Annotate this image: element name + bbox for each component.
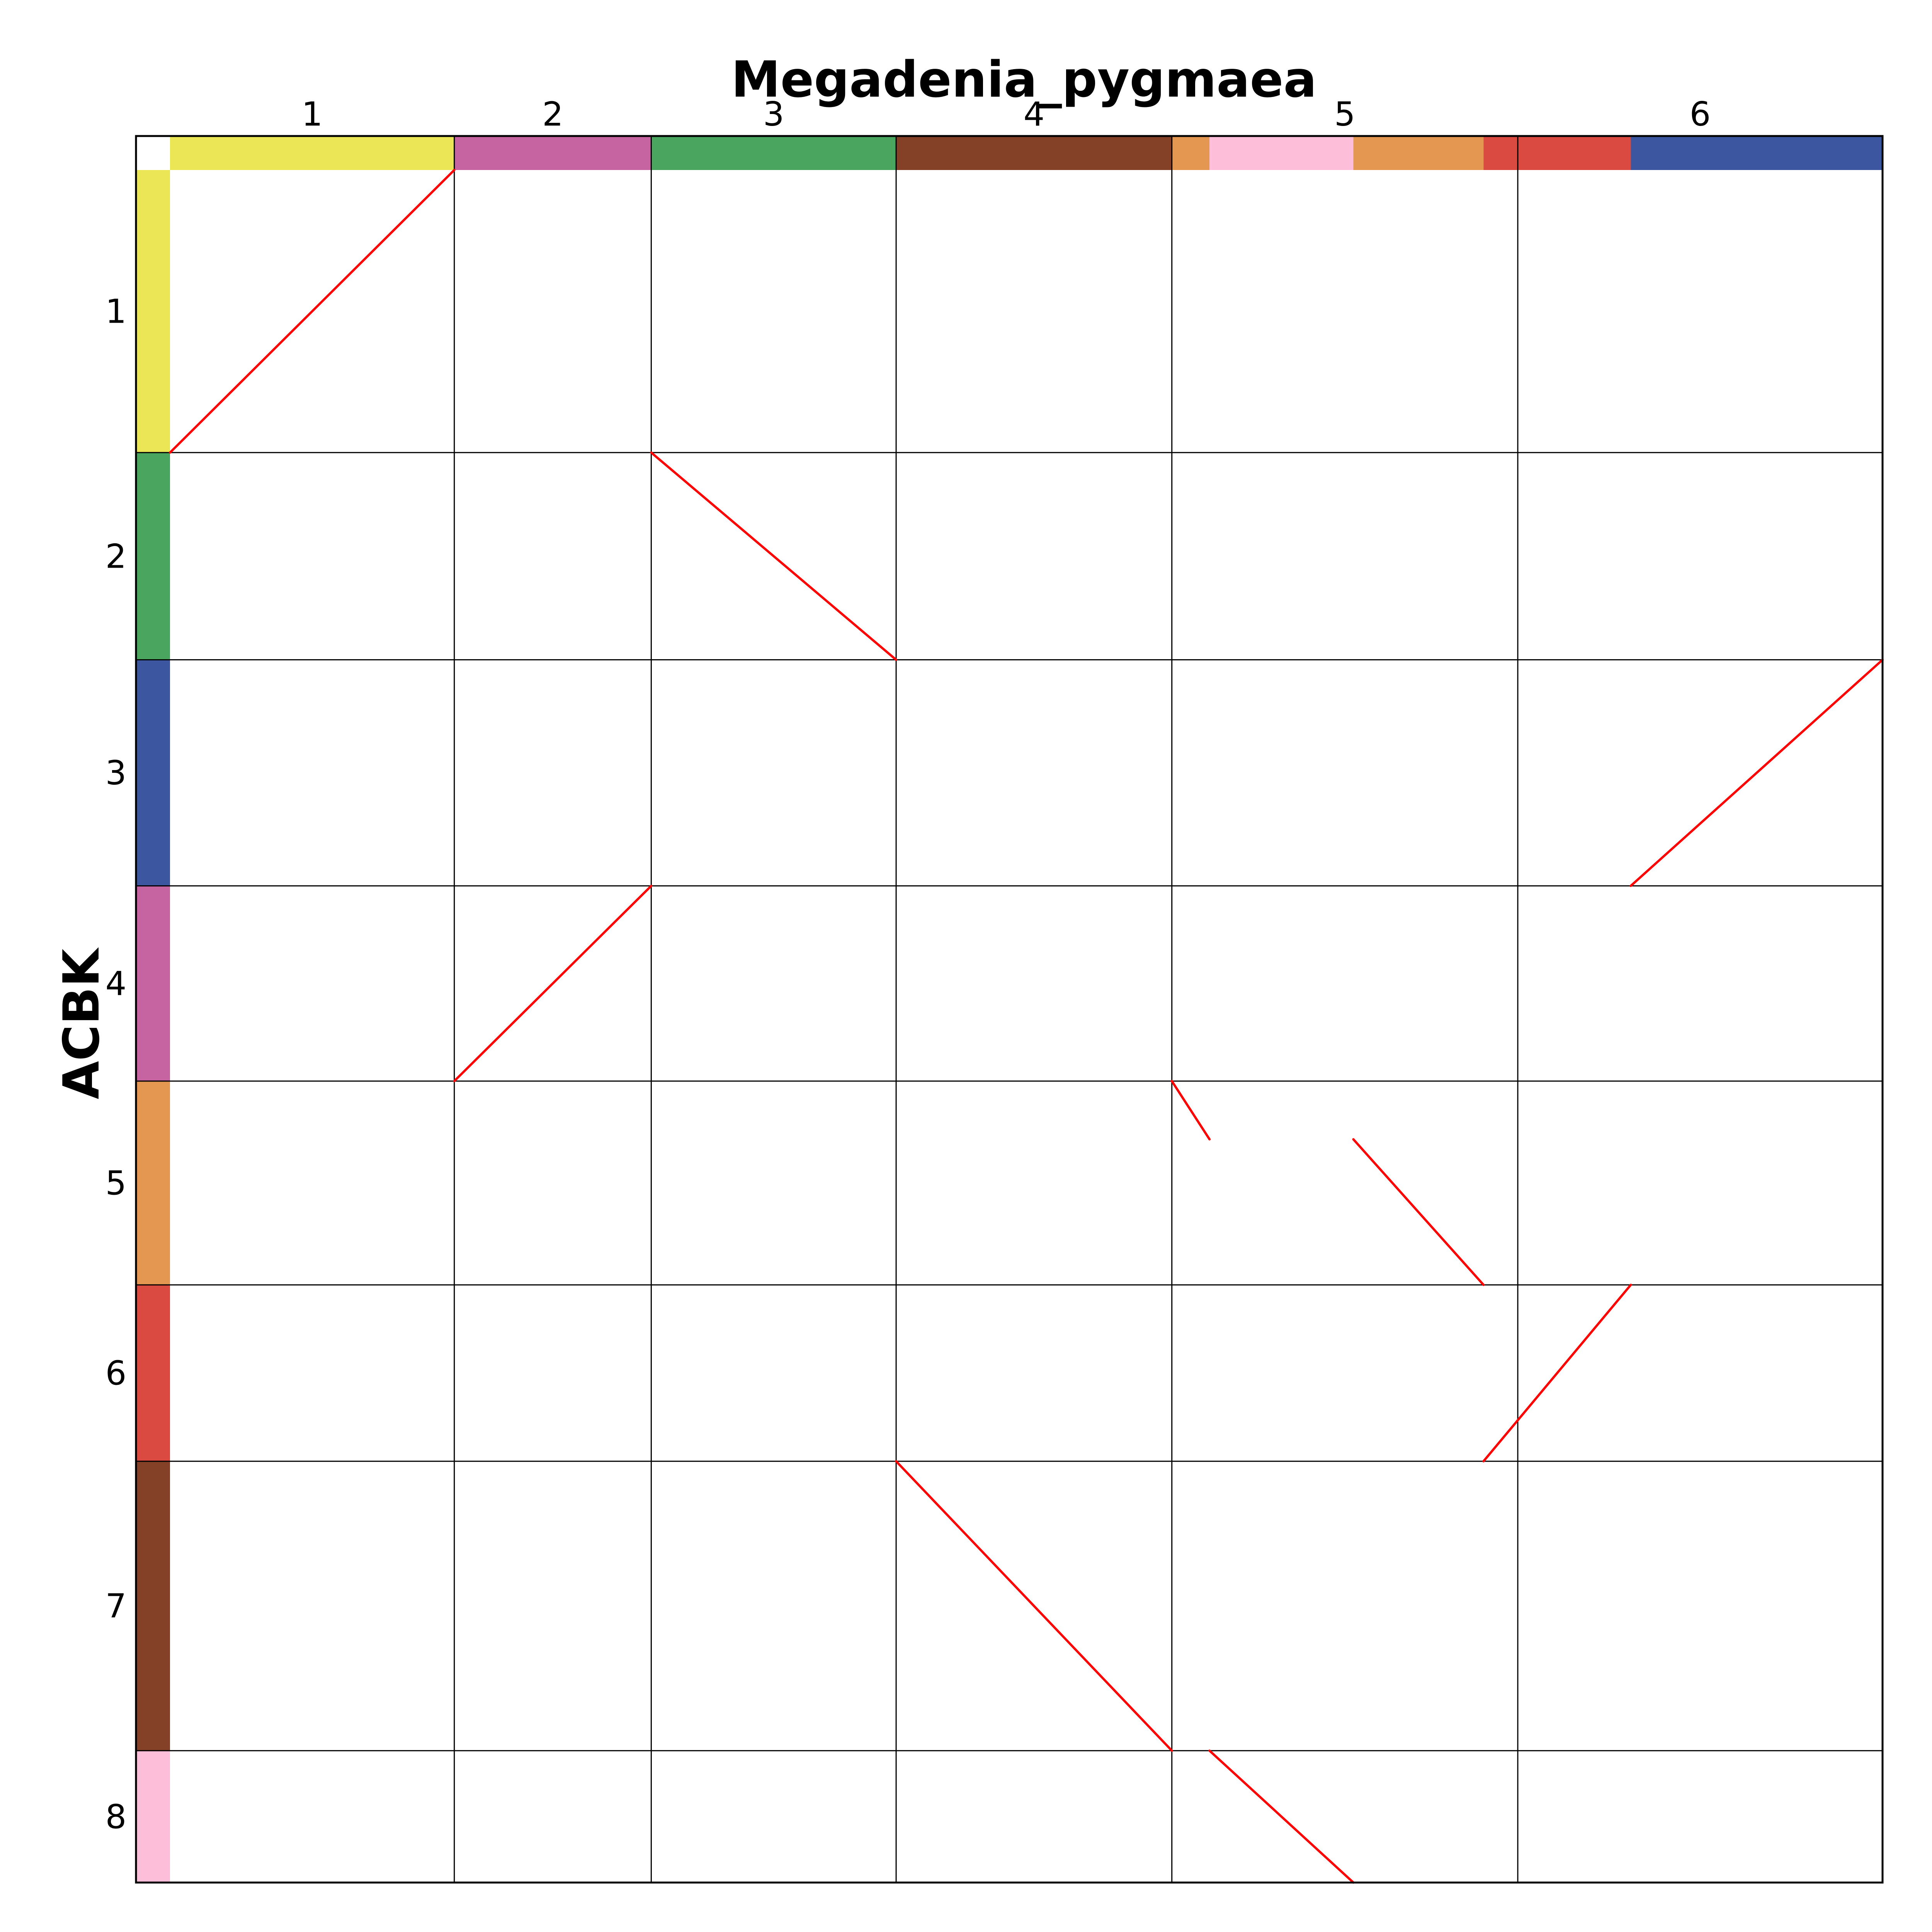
y-tick-label-8: 8 [105,1798,127,1836]
synteny-segment-8 [895,1460,1173,1752]
plot-frame [135,135,1884,1884]
y-tick-label-7: 7 [105,1587,127,1626]
x-tick-label-6: 6 [1690,95,1711,134]
x-tick-label-5: 5 [1334,95,1355,134]
chart-title: Megadenia_pygmaea [731,51,1317,109]
chart-marks: 1 2 3 4 5 6 1 2 3 4 5 6 7 8 [105,95,1884,1884]
x-color-block-2 [454,136,651,170]
y-color-block-6 [136,1285,170,1461]
synteny-segment-4 [453,884,653,1082]
y-color-block-8 [136,1750,170,1883]
x-color-block-1 [170,136,454,170]
synteny-segment-9 [1208,1749,1355,1884]
x-color-block-7 [1353,136,1484,170]
x-tick-label-1: 1 [301,95,323,134]
y-tick-label-5: 5 [105,1164,127,1203]
synteny-segment-7 [1482,1284,1632,1463]
y-color-block-7 [136,1461,170,1751]
x-color-block-8 [1483,136,1631,170]
y-color-block-3 [136,660,170,886]
synteny-segment-3 [1629,658,1884,887]
x-color-block-4 [896,136,1172,170]
y-tick-label-2: 2 [105,537,127,576]
y-tick-label-1: 1 [105,293,127,331]
x-tick-label-4: 4 [1024,95,1045,134]
synteny-segment-1 [169,169,456,454]
y-color-block-2 [136,452,170,660]
x-tick-label-2: 2 [542,95,563,134]
y-color-block-1 [136,170,170,453]
y-color-block-5 [136,1081,170,1285]
x-color-block-5 [1172,136,1210,170]
x-color-block-9 [1631,136,1883,170]
y-tick-label-3: 3 [105,754,127,793]
corner-cell [136,136,170,170]
y-tick-label-4: 4 [105,964,127,1003]
y-color-block-4 [136,886,170,1081]
y-tick-label-6: 6 [105,1354,127,1393]
x-color-block-3 [651,136,896,170]
x-tick-label-3: 3 [763,95,784,134]
y-axis-label: ACBK [53,947,111,1099]
synteny-segment-2 [650,451,898,661]
synteny-segment-6 [1352,1138,1485,1286]
x-color-block-6 [1209,136,1354,170]
synteny-segment-5 [1170,1080,1211,1141]
